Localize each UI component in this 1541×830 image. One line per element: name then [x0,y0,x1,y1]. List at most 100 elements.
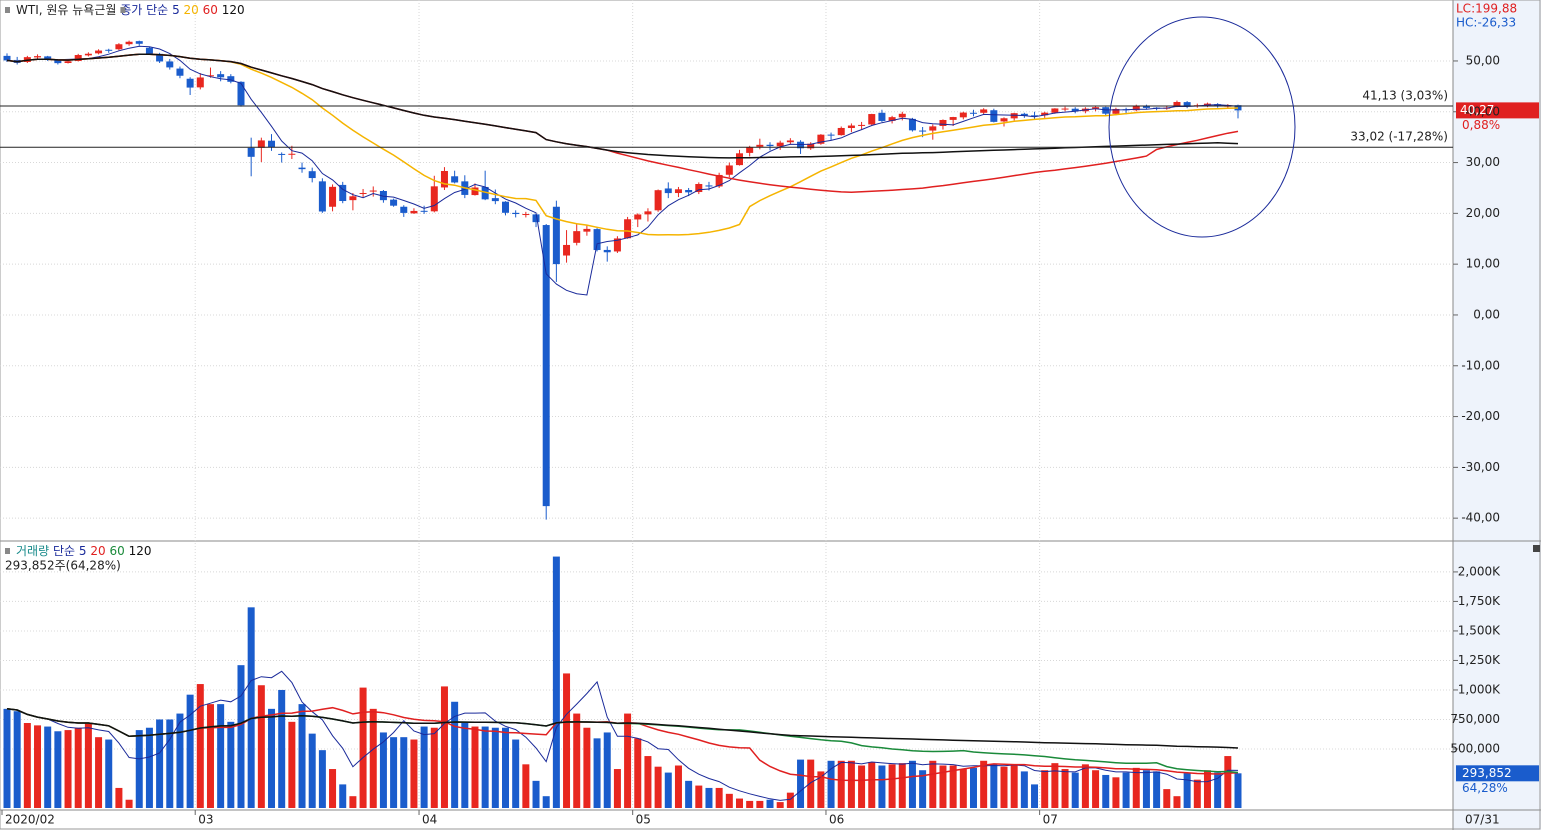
volume-bar [837,760,845,808]
candle-body [247,147,255,157]
volume-bar [1224,756,1232,808]
volume-bar [1112,777,1120,808]
candle-body [186,78,194,88]
volume-bar [227,721,235,808]
x-tick-label: 03 [198,813,213,827]
volume-bar [1193,779,1201,808]
candle-body [278,153,286,155]
volume-bar [288,721,296,808]
volume-bar [278,689,286,808]
candle-body [491,198,499,202]
volume-bar [603,732,611,808]
volume-bar [776,802,784,808]
candle-body [64,61,72,63]
candle-body [1112,108,1120,114]
candle-body [1183,102,1191,107]
volume-bar [1041,770,1049,808]
volume-bar [268,708,276,808]
volume-bar [847,760,855,808]
volume-bar [3,708,11,808]
volume-bar [664,772,672,808]
volume-bar [339,784,347,808]
candle-body [878,112,886,121]
candle-body [817,134,825,144]
volume-bar [674,765,682,808]
legend-ma-label: 종가 단순 [120,3,168,17]
volume-bar [532,780,540,808]
volume-bar [44,726,52,808]
candle-body [685,189,693,193]
volume-bar [522,764,530,808]
candle-body [268,140,276,148]
volume-bar [84,723,92,808]
candle-body [542,225,550,507]
candle-body [298,167,306,170]
volume-bar [400,737,408,808]
candle-body [603,249,611,253]
volume-bar [237,665,245,808]
candle-body [125,41,133,45]
y-tick-label: 30,00 [1466,155,1500,169]
legend-icon [120,7,126,13]
candle-body [756,144,764,147]
candle-body [166,61,174,68]
volume-bar [440,686,448,808]
candle-body [257,140,265,148]
candle-body [634,214,642,220]
candle-body [54,60,62,64]
volume-bar [908,760,916,808]
legend-title: WTI, 원유 뉴욕근월 [16,3,116,17]
volume-bar [1173,796,1181,808]
volume-bar [1142,770,1150,808]
volume-bar [125,799,133,808]
candle-body [715,174,723,187]
candle-body [725,165,733,175]
y-tick-label: 1,750K [1458,594,1501,608]
y-tick-label: 500,000 [1450,741,1500,755]
volume-bar [13,711,21,808]
y-tick-label: 40,00 [1466,104,1500,118]
candle-body [379,191,387,201]
candle-body [95,50,103,54]
volume-bar [898,763,906,808]
price-change-label: 0,88% [1462,118,1500,132]
volume-bar [573,713,581,808]
volume-bar [420,726,428,808]
y-tick-label: 750,000 [1450,712,1500,726]
candle-body [990,110,998,122]
volume-bar [563,673,571,808]
volume-bar [115,787,123,808]
volume-bar [481,726,489,808]
volume-bar [359,687,367,808]
axis-panel [1453,0,1541,830]
reference-label: 33,02 (-17,28%) [1350,130,1448,144]
volume-bar [685,780,693,808]
candle-body [522,214,530,216]
low-label: LC:199,88 [1456,2,1517,16]
volume-bar [471,726,479,808]
volume-bar [858,765,866,808]
candle-body [674,189,682,194]
legend-ma-period: 60 [109,544,124,558]
volume-bar [542,796,550,808]
candle-body [746,147,754,153]
y-tick-label: -10,00 [1461,358,1500,372]
volume-bar [939,765,947,808]
legend-ma-period: 20 [184,3,199,17]
volume-bar [1081,764,1089,808]
candle-body [969,112,977,114]
volume-bar [613,769,621,808]
volume-bar [644,756,652,808]
reference-label: 41,13 (3,03%) [1362,89,1448,103]
volume-bar [827,760,835,808]
panel-button[interactable] [1533,545,1540,552]
volume-bar [247,607,255,808]
moving-average [6,670,1239,801]
candle-body [1234,105,1242,111]
volume-box-label: 293,852 [1462,766,1512,780]
candle-body [532,214,540,223]
volume-bar [64,730,72,808]
candle-body [1173,102,1181,107]
